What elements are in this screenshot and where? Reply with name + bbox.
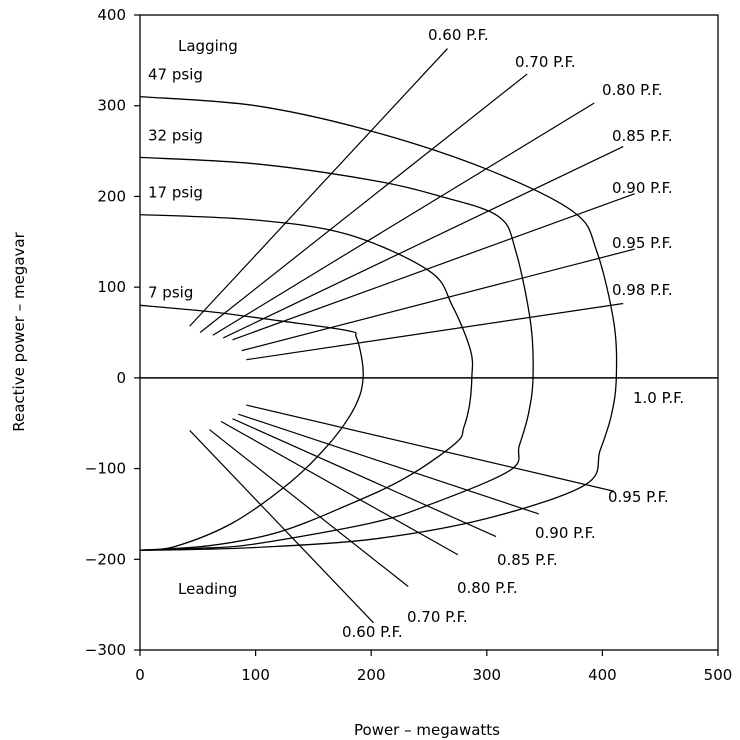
pf-label: 0.98 P.F.	[612, 281, 673, 299]
capability-curves	[139, 95, 618, 551]
pf-label: 0.70 P.F.	[515, 53, 576, 71]
plot-area-frame	[139, 14, 719, 651]
pf-label: 0.95 P.F.	[612, 234, 673, 252]
capability-curve	[139, 156, 534, 551]
pf-label: 0.70 P.F.	[407, 608, 468, 626]
x-tick-label: 100	[241, 666, 270, 684]
pf-label: 0.80 P.F.	[602, 81, 663, 99]
x-tick-label: 200	[357, 666, 386, 684]
pf-label: 0.90 P.F.	[535, 524, 596, 542]
y-tick-label: 400	[97, 6, 126, 24]
x-axis-title: Power – megawatts	[354, 721, 500, 739]
pf-line	[189, 430, 374, 624]
axis-ticks: 0 100 200 300 400 500 400 300 200 100 0 −100 −200 −30…	[85, 6, 733, 684]
pf-label: 0.60 P.F.	[342, 623, 403, 641]
curve-label: 17 psig	[148, 184, 203, 202]
y-axis-title: Reactive power – megavar	[10, 231, 28, 431]
curve-label: 47 psig	[148, 66, 203, 84]
capability-curve	[139, 304, 364, 551]
capability-curve	[139, 213, 474, 551]
pf-line	[189, 48, 448, 327]
y-tick-label: 0	[116, 369, 126, 387]
lagging-region-label: Lagging	[178, 37, 238, 55]
leading-region-label: Leading	[178, 580, 237, 598]
pf-line	[212, 102, 595, 336]
x-tick-label: 500	[704, 666, 733, 684]
y-tick-label: 300	[97, 97, 126, 115]
pf-line	[220, 420, 459, 556]
y-tick-label: −300	[85, 641, 126, 659]
pf-label: 0.85 P.F.	[497, 551, 558, 569]
pf-line	[246, 302, 624, 361]
y-tick-label: −100	[85, 460, 126, 478]
pf-label: 0.95 P.F.	[608, 488, 669, 506]
pf-label: 1.0 P.F.	[633, 389, 684, 407]
capability-curve	[139, 95, 618, 551]
pf-label: 0.90 P.F.	[612, 179, 673, 197]
y-tick-label: 100	[97, 278, 126, 296]
x-tick-label: 400	[588, 666, 617, 684]
x-tick-label: 0	[135, 666, 145, 684]
pf-line	[208, 429, 409, 587]
pf-label: 0.85 P.F.	[612, 127, 673, 145]
y-tick-label: 200	[97, 187, 126, 205]
pf-label: 0.80 P.F.	[457, 579, 518, 597]
pf-line	[232, 193, 635, 341]
curve-label: 7 psig	[148, 283, 193, 301]
power-factor-lines	[140, 48, 718, 624]
pf-line	[246, 404, 615, 492]
pf-line	[199, 73, 528, 333]
pf-line	[238, 413, 540, 515]
curve-label: 32 psig	[148, 126, 203, 144]
pf-line	[241, 248, 635, 352]
y-tick-label: −200	[85, 550, 126, 568]
pf-line	[222, 145, 624, 339]
x-tick-label: 300	[472, 666, 501, 684]
pf-line	[232, 418, 497, 538]
pf-label: 0.60 P.F.	[428, 26, 489, 44]
